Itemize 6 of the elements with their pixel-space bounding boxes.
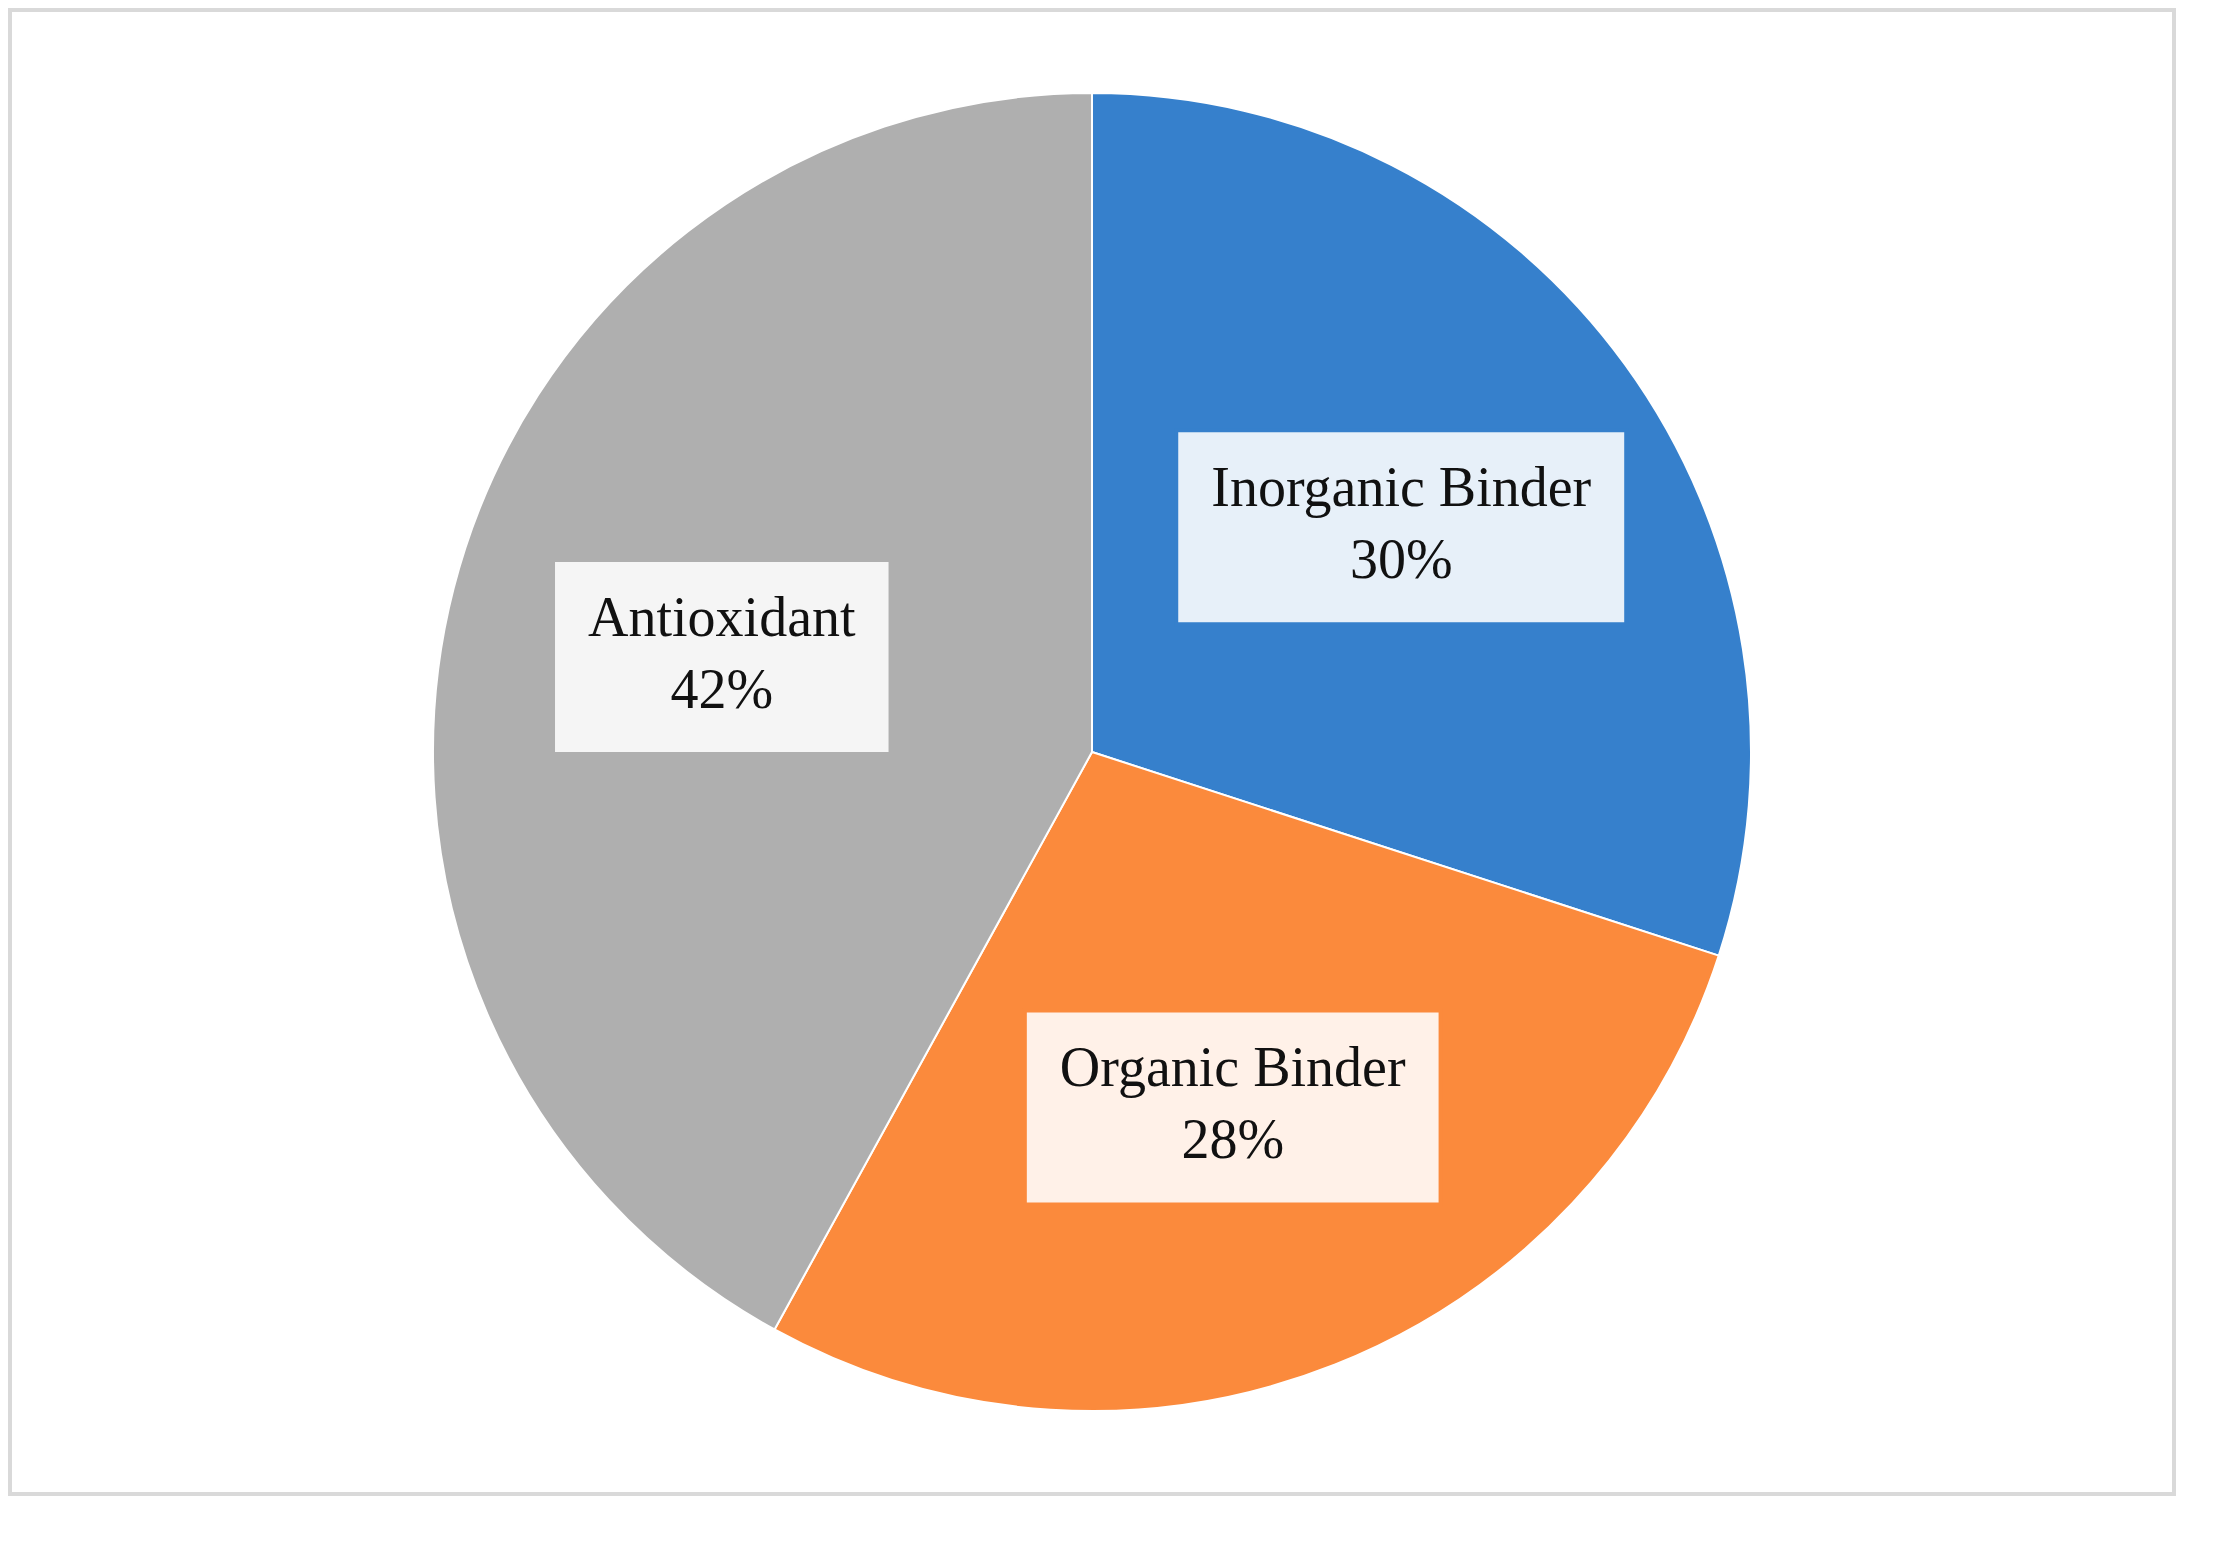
- slice-label: Inorganic Binder: [1211, 456, 1592, 519]
- data-label: 42%: [670, 657, 774, 720]
- slice-label: Antioxidant: [588, 585, 856, 648]
- data-label: 28%: [1181, 1108, 1285, 1171]
- data-label: 30%: [1349, 528, 1453, 591]
- slice-label: Organic Binder: [1059, 1036, 1406, 1099]
